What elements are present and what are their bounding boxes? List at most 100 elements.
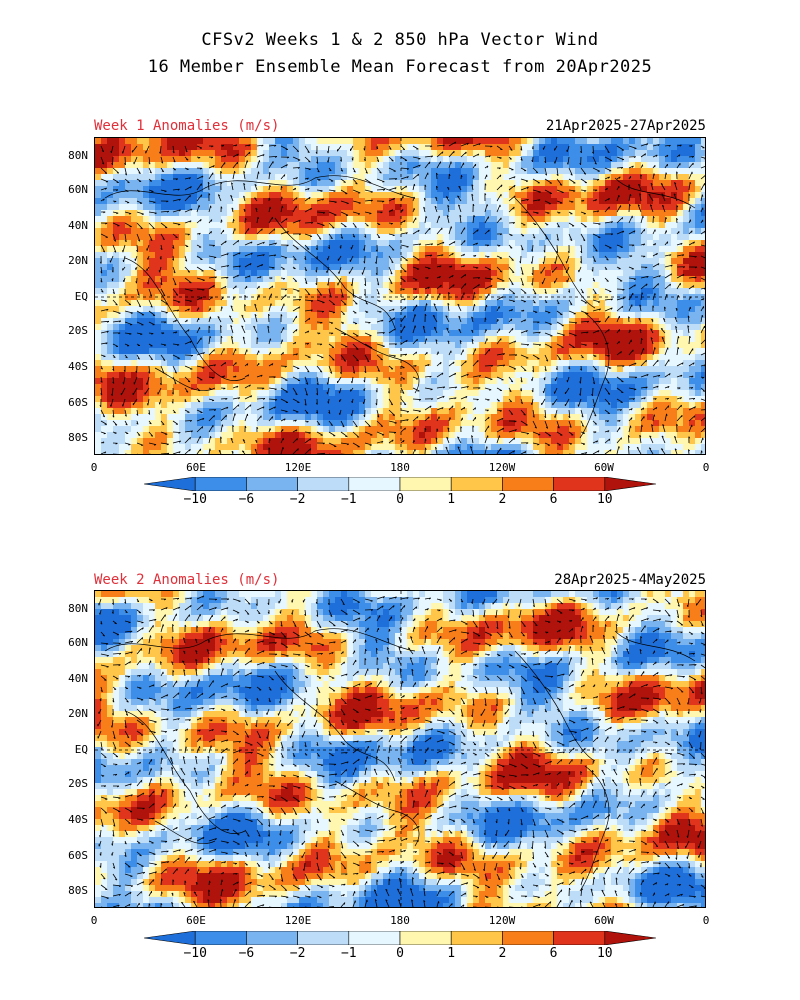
wind-vector	[544, 741, 552, 747]
wind-vector	[554, 387, 558, 394]
wind-vector-head	[352, 371, 355, 374]
wind-vector-head	[201, 604, 204, 607]
wind-vector-head	[683, 763, 686, 766]
wind-vector	[196, 175, 204, 180]
wind-vector-head	[490, 785, 494, 788]
wind-vector-head	[306, 382, 309, 385]
wind-vector-head	[224, 286, 227, 289]
wind-vector-head	[434, 205, 437, 208]
wind-vector	[376, 695, 384, 699]
wind-vector	[196, 266, 204, 272]
wind-vector-head	[236, 618, 238, 621]
wind-vector-head	[100, 393, 103, 396]
wind-vector	[364, 598, 373, 602]
wind-vector	[256, 374, 263, 378]
wind-vector	[184, 376, 191, 383]
wind-vector-head	[376, 657, 379, 660]
wind-vector-head	[244, 425, 247, 428]
wind-vector	[364, 420, 371, 427]
wind-vector-head	[691, 230, 693, 233]
wind-vector	[136, 627, 144, 633]
wind-vector	[436, 730, 445, 734]
wind-vector-head	[546, 735, 550, 737]
wind-vector-head	[514, 340, 517, 343]
wind-vector-head	[570, 620, 573, 623]
wind-vector	[208, 165, 215, 169]
wind-vector-head	[258, 171, 260, 174]
wind-vector	[316, 631, 324, 637]
wind-vector-head	[379, 452, 382, 454]
wind-vector	[567, 156, 570, 165]
wind-vector-head	[149, 294, 152, 297]
wind-vector-head	[382, 332, 385, 334]
wind-vector	[544, 660, 553, 666]
wind-vector-head	[329, 714, 332, 717]
wind-vector-head	[472, 703, 475, 706]
wind-vector	[448, 274, 454, 279]
wind-vector-head	[586, 727, 589, 730]
wind-vector	[508, 620, 511, 629]
wind-vector	[291, 697, 294, 705]
wind-vector-head	[544, 415, 547, 419]
wind-vector	[448, 730, 456, 735]
wind-vector-head	[129, 661, 132, 664]
wind-vector	[589, 779, 594, 787]
wind-vector-head	[187, 329, 190, 332]
wind-vector-head	[245, 217, 247, 220]
wind-vector	[292, 299, 301, 301]
wind-vector	[180, 768, 186, 776]
wind-vector	[400, 427, 406, 433]
wind-vector	[700, 763, 705, 766]
wind-vector	[148, 618, 157, 622]
wind-vector	[448, 284, 455, 290]
wind-vector-head	[329, 703, 332, 707]
wind-vector	[340, 794, 347, 798]
wind-vector	[337, 376, 342, 384]
wind-vector	[448, 648, 455, 655]
wind-vector-head	[666, 722, 669, 724]
week2-panel-label: Week 2 Anomalies (m/s)	[94, 572, 280, 588]
wind-vector	[664, 620, 673, 622]
wind-vector-head	[210, 156, 214, 159]
wind-vector-head	[478, 643, 481, 645]
wind-vector-head	[681, 362, 684, 365]
wind-vector	[544, 609, 550, 616]
wind-vector-head	[458, 204, 461, 207]
wind-vector	[304, 741, 307, 748]
wind-vector	[400, 339, 408, 345]
wind-vector-head	[284, 366, 287, 368]
wind-vector-head	[457, 436, 460, 439]
wind-vector-head	[521, 283, 524, 286]
wind-vector	[220, 657, 225, 666]
wind-vector	[700, 427, 705, 433]
coastline	[334, 327, 420, 394]
wind-vector-head	[566, 162, 569, 165]
wind-vector-head	[296, 438, 298, 441]
wind-vector	[328, 675, 335, 679]
wind-vector-head	[364, 658, 367, 661]
wind-vector-head	[511, 259, 514, 261]
wind-vector-head	[308, 432, 311, 434]
wind-vector-head	[115, 304, 118, 306]
wind-vector-head	[149, 422, 152, 425]
wind-vector-head	[523, 625, 526, 627]
wind-vector-head	[585, 736, 588, 739]
wind-vector-head	[610, 726, 612, 729]
wind-vector-head	[201, 707, 204, 710]
wind-vector-head	[668, 794, 671, 797]
wind-vector-head	[426, 608, 429, 611]
wind-vector	[136, 719, 144, 725]
wind-vector	[290, 730, 294, 739]
wind-vector	[604, 387, 611, 395]
wind-vector	[568, 646, 571, 655]
wind-vector	[412, 717, 420, 721]
wind-vector	[400, 306, 407, 312]
wind-vector	[352, 740, 359, 743]
wind-vector-head	[119, 320, 122, 323]
wind-vector	[208, 255, 217, 258]
wind-vector-head	[531, 273, 534, 276]
wind-vector-head	[363, 158, 366, 162]
wind-vector-head	[105, 187, 107, 190]
wind-vector	[280, 631, 287, 638]
wind-vector	[700, 387, 705, 392]
